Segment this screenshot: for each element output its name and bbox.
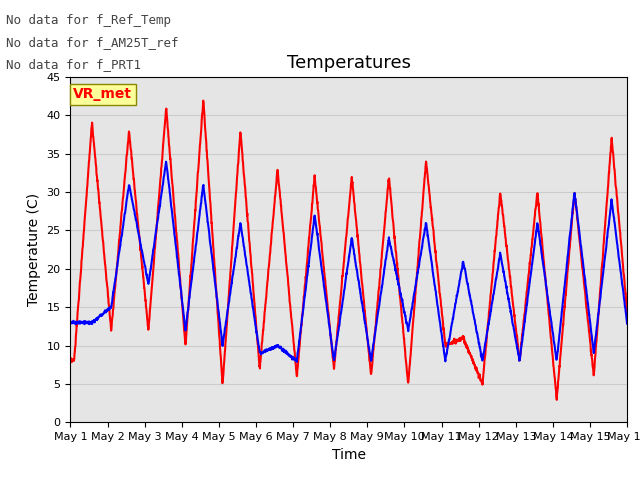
Panel T bbox=[67, 356, 74, 362]
HMP45 T bbox=[67, 320, 74, 326]
HMP45 T bbox=[590, 350, 598, 356]
Panel T bbox=[222, 334, 230, 339]
Line: HMP45 T: HMP45 T bbox=[70, 162, 627, 362]
Text: No data for f_AM25T_ref: No data for f_AM25T_ref bbox=[6, 36, 179, 49]
Panel T bbox=[575, 226, 582, 231]
X-axis label: Time: Time bbox=[332, 448, 366, 462]
Panel T bbox=[553, 397, 561, 403]
Title: Temperatures: Temperatures bbox=[287, 54, 411, 72]
Panel T bbox=[200, 98, 207, 104]
HMP45 T bbox=[623, 321, 631, 327]
HMP45 T bbox=[378, 288, 385, 294]
Y-axis label: Temperature (C): Temperature (C) bbox=[27, 193, 41, 306]
HMP45 T bbox=[511, 334, 519, 340]
Text: VR_met: VR_met bbox=[73, 87, 132, 101]
HMP45 T bbox=[162, 159, 170, 165]
Panel T bbox=[590, 371, 598, 376]
Panel T bbox=[511, 317, 518, 323]
Text: No data for f_Ref_Temp: No data for f_Ref_Temp bbox=[6, 14, 172, 27]
HMP45 T bbox=[365, 347, 373, 352]
Text: No data for f_PRT1: No data for f_PRT1 bbox=[6, 58, 141, 71]
HMP45 T bbox=[222, 319, 230, 324]
Panel T bbox=[378, 262, 385, 267]
Panel T bbox=[623, 311, 631, 316]
Panel T bbox=[365, 350, 373, 356]
HMP45 T bbox=[575, 222, 582, 228]
HMP45 T bbox=[293, 359, 301, 365]
Line: Panel T: Panel T bbox=[70, 101, 627, 400]
